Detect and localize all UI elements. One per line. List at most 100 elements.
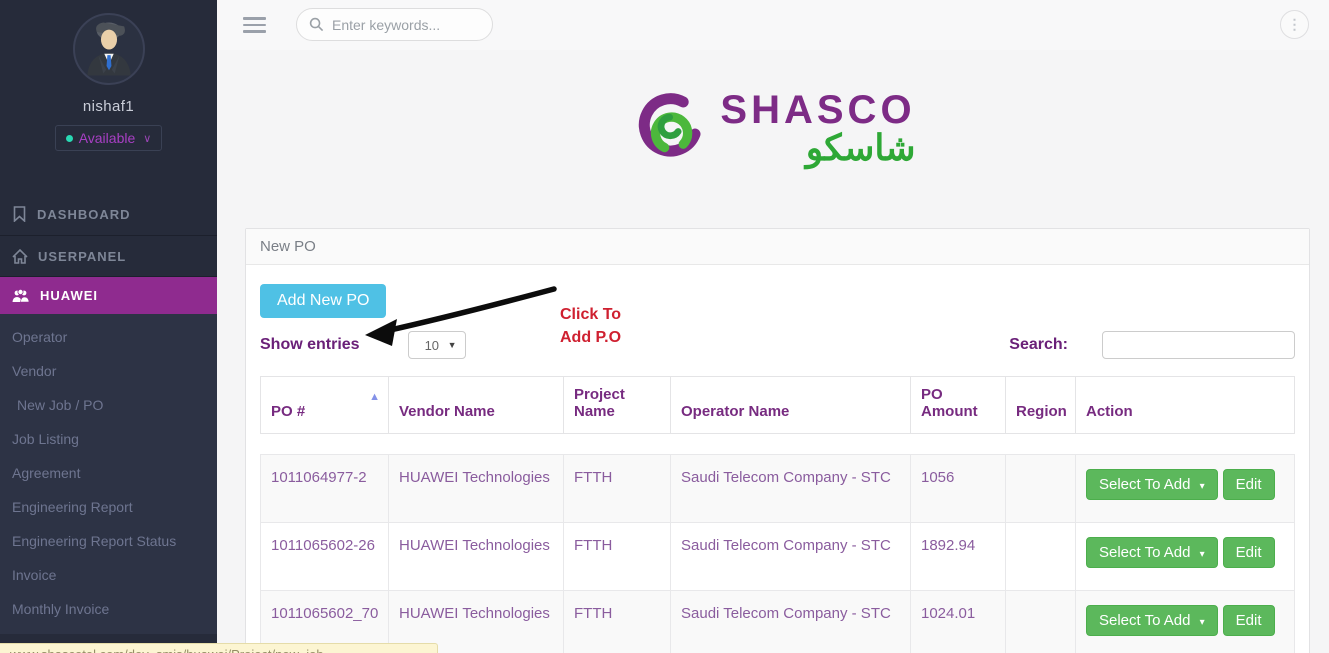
sidebar: nishaf1 Available ∨ DASHBOARD USERPANEL xyxy=(0,0,217,653)
sidebar-item-userpanel[interactable]: USERPANEL xyxy=(0,235,217,277)
edit-button[interactable]: Edit xyxy=(1222,469,1275,500)
column-header-region[interactable]: Region xyxy=(1005,376,1076,434)
caret-down-icon: ▼ xyxy=(447,340,457,350)
home-icon xyxy=(12,248,28,264)
cell-operator: Saudi Telecom Company - STC xyxy=(670,590,911,653)
po-table: PO # ▲ Vendor Name Project Name Operator… xyxy=(260,376,1295,653)
profile-section: nishaf1 Available ∨ xyxy=(0,0,217,151)
select-to-add-button[interactable]: Select To Add ▾ xyxy=(1086,469,1218,500)
logo-text: SHASCO شاسكو xyxy=(720,90,915,168)
edit-button[interactable]: Edit xyxy=(1222,605,1275,636)
status-bar-link-tooltip: www.shascotel.com/dev_smis/huawei/Projec… xyxy=(0,643,438,653)
column-header-vendor[interactable]: Vendor Name xyxy=(388,376,564,434)
sidebar-item-vendor[interactable]: Vendor xyxy=(12,363,57,379)
status-bar-link: www.shascotel.com/dev_smis/huawei/Projec… xyxy=(10,647,324,653)
cell-region xyxy=(1005,590,1076,653)
huawei-submenu: Operator Vendor New Job / PO Job Listing… xyxy=(0,314,217,634)
table-search-input[interactable] xyxy=(1102,331,1295,359)
kebab-menu-icon: ⋮ xyxy=(1287,16,1302,32)
search-input[interactable] xyxy=(332,16,472,33)
entries-per-page-select[interactable]: 10 ▼ xyxy=(407,331,466,359)
sidebar-nav: DASHBOARD USERPANEL HUAWEI Operator Vend… xyxy=(0,193,217,634)
sidebar-item-engineering-report[interactable]: Engineering Report xyxy=(12,499,133,515)
annotation-arrow-icon xyxy=(365,286,557,346)
sidebar-item-operator[interactable]: Operator xyxy=(12,329,68,345)
sidebar-item-monthly-invoice[interactable]: Monthly Invoice xyxy=(12,601,110,617)
edit-button[interactable]: Edit xyxy=(1222,537,1275,568)
search-icon xyxy=(309,17,324,32)
caret-down-icon: ▾ xyxy=(1199,617,1205,628)
table-header-row: PO # ▲ Vendor Name Project Name Operator… xyxy=(260,376,1295,434)
new-po-panel: New PO Add New PO Click To Add P.O Show … xyxy=(245,228,1310,653)
cell-operator: Saudi Telecom Company - STC xyxy=(670,522,911,591)
avatar[interactable] xyxy=(72,13,145,85)
sidebar-item-agreement[interactable]: Agreement xyxy=(12,465,81,481)
kebab-menu-button[interactable]: ⋮ xyxy=(1280,10,1309,39)
shasco-logo: SHASCO شاسكو xyxy=(217,90,1329,168)
cell-project: FTTH xyxy=(563,522,671,591)
menu-toggle-icon[interactable] xyxy=(243,17,266,37)
cell-amount: 1892.94 xyxy=(910,522,1006,591)
add-new-po-button[interactable]: Add New PO xyxy=(260,284,387,318)
cell-project: FTTH xyxy=(563,454,671,523)
cell-vendor: HUAWEI Technologies xyxy=(388,522,564,591)
sidebar-item-label: USERPANEL xyxy=(38,248,127,264)
column-header-project[interactable]: Project Name xyxy=(563,376,671,434)
select-to-add-button[interactable]: Select To Add ▾ xyxy=(1086,537,1218,568)
logo-arabic-title: شاسكو xyxy=(805,127,916,168)
cell-po: 1011064977-2 xyxy=(260,454,389,523)
topbar: ⋮ xyxy=(217,0,1329,50)
businessman-avatar-icon xyxy=(86,22,131,76)
cell-po: 1011065602-26 xyxy=(260,522,389,591)
show-entries-label: Show entries xyxy=(260,336,360,353)
show-entries-control: Show entries 10 ▼ xyxy=(260,331,466,359)
caret-down-icon: ▾ xyxy=(1199,481,1205,492)
cell-region xyxy=(1005,522,1076,591)
sidebar-item-label: HUAWEI xyxy=(40,288,98,303)
panel-title: New PO xyxy=(260,238,316,255)
table-row: 1011065602-26 HUAWEI Technologies FTTH S… xyxy=(260,522,1295,591)
logo-title: SHASCO xyxy=(720,88,916,132)
column-header-action[interactable]: Action xyxy=(1075,376,1295,434)
panel-header: New PO xyxy=(246,229,1309,265)
cell-amount: 1024.01 xyxy=(910,590,1006,653)
sidebar-item-huawei[interactable]: HUAWEI xyxy=(0,277,217,314)
column-header-po[interactable]: PO # ▲ xyxy=(260,376,389,434)
sidebar-item-new-job-po[interactable]: New Job / PO xyxy=(17,397,104,413)
cell-action: Select To Add ▾ Edit xyxy=(1075,590,1295,653)
cell-action: Select To Add ▾ Edit xyxy=(1075,522,1295,591)
chevron-down-icon: ∨ xyxy=(143,132,152,145)
sidebar-item-invoice[interactable]: Invoice xyxy=(12,567,57,583)
bookmark-icon xyxy=(13,206,26,222)
sort-asc-icon: ▲ xyxy=(369,391,380,403)
sidebar-item-dashboard[interactable]: DASHBOARD xyxy=(0,193,217,235)
panel-body: Add New PO Click To Add P.O Show entries… xyxy=(246,265,1309,653)
select-to-add-button[interactable]: Select To Add ▾ xyxy=(1086,605,1218,636)
cell-region xyxy=(1005,454,1076,523)
username: nishaf1 xyxy=(82,98,135,115)
table-search-control: Search: xyxy=(1009,331,1295,359)
topbar-search xyxy=(296,8,493,41)
sidebar-item-engineering-report-status[interactable]: Engineering Report Status xyxy=(12,533,177,549)
table-search-label: Search: xyxy=(1009,336,1068,353)
cell-vendor: HUAWEI Technologies xyxy=(388,454,564,523)
column-header-operator[interactable]: Operator Name xyxy=(670,376,911,434)
status-dropdown[interactable]: Available ∨ xyxy=(54,125,163,151)
caret-down-icon: ▾ xyxy=(1199,549,1205,560)
shasco-logo-mark-icon xyxy=(639,93,701,157)
annotation-line: Add P.O xyxy=(560,329,622,346)
spacer-row xyxy=(260,433,1295,455)
sidebar-item-job-listing[interactable]: Job Listing xyxy=(12,431,79,447)
annotation-note: Click To Add P.O xyxy=(560,303,621,349)
cell-po: 1011065602_70 xyxy=(260,590,389,653)
column-header-amount[interactable]: PO Amount xyxy=(910,376,1006,434)
status-dot-icon xyxy=(65,134,73,142)
cell-operator: Saudi Telecom Company - STC xyxy=(670,454,911,523)
cell-project: FTTH xyxy=(563,590,671,653)
cell-amount: 1056 xyxy=(910,454,1006,523)
table-row: 1011064977-2 HUAWEI Technologies FTTH Sa… xyxy=(260,454,1295,523)
annotation-line: Click To xyxy=(560,306,622,323)
table-row: 1011065602_70 HUAWEI Technologies FTTH S… xyxy=(260,590,1295,653)
cell-action: Select To Add ▾ Edit xyxy=(1075,454,1295,523)
sidebar-item-label: DASHBOARD xyxy=(37,206,131,222)
